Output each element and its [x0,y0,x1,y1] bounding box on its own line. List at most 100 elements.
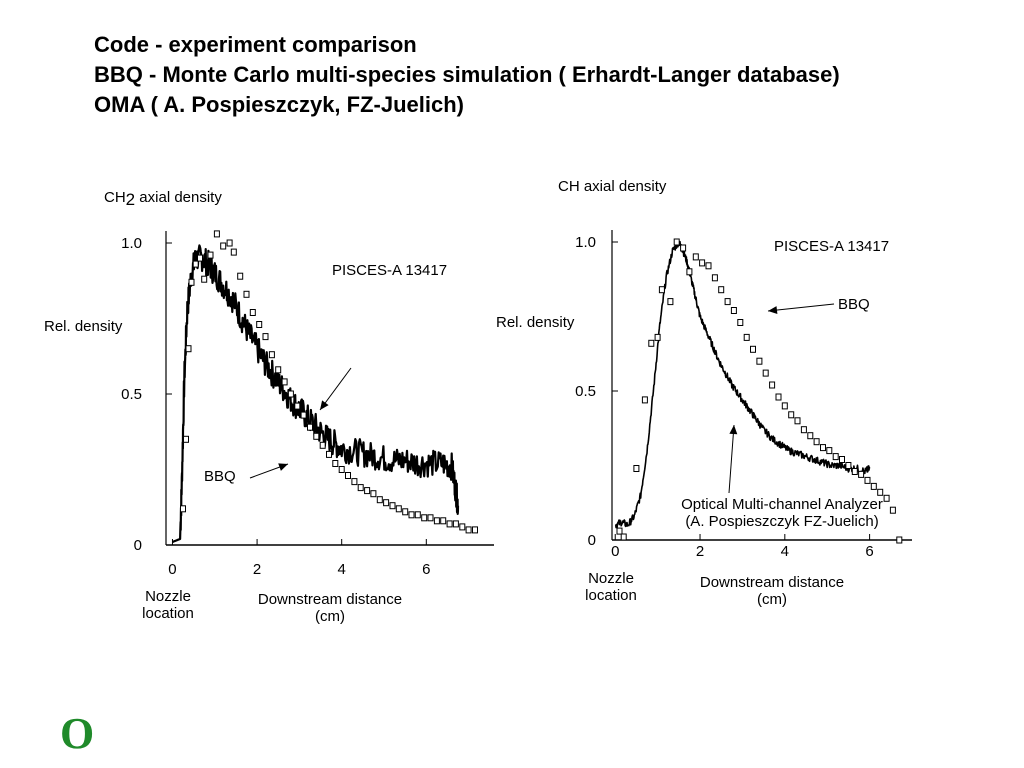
left-title-main: CH [104,189,126,206]
right-bbq-point [667,298,674,306]
left-x-tick-label: 4 [338,561,346,578]
left-bbq-point [319,441,326,449]
left-bbq-point [402,508,409,516]
left-bbq-point [364,487,371,495]
left-bbq-point [465,526,472,534]
right-bbq-point [839,456,845,463]
right-bbq-point [807,432,814,440]
left-y-tick-label: 0.5 [121,386,142,403]
left-bbq-point [294,402,301,410]
left-bbq-point [433,517,440,525]
right-measured-line [614,240,871,529]
right-bbq-point [616,527,623,535]
left-bbq-point [326,450,332,458]
left-bbq-point [427,514,434,522]
left-nozzle-label: Nozzle location [128,588,208,622]
right-oma-line1: Optical Multi-channel Analyzer [681,496,883,513]
right-bbq-point [788,411,795,419]
right-bbq-arrow-head [768,306,778,314]
left-bbq-point [281,378,288,386]
left-bbq-point [183,435,189,443]
left-ylabel: Rel. density [44,318,123,335]
right-bbq-point [641,396,648,404]
left-xlabel-line1: Downstream distance [257,591,403,608]
left-bbq-point [300,411,307,419]
right-bbq-point [711,274,718,282]
left-bbq-point [332,460,339,467]
left-measured-arrow-head [320,400,329,410]
left-nozzle-line1: Nozzle [145,588,191,605]
right-nozzle-label: Nozzle location [571,570,651,604]
right-bbq-point [896,536,903,544]
right-bbq-point [620,533,627,541]
left-bbq-point [197,254,203,262]
left-bbq-point [207,251,214,259]
right-bbq-arrow [767,303,835,312]
left-nozzle-line2: location [142,605,194,622]
right-nozzle-line1: Nozzle [588,570,634,587]
right-y-tick-label: 0 [588,532,596,549]
left-bbq-point [370,490,377,498]
left-x-tick-label: 0 [168,561,176,578]
left-bbq-point [243,290,250,298]
left-bbq-point [459,523,466,531]
title-line-1: Code - experiment comparison [94,32,417,57]
right-x-tick-label: 4 [781,543,789,560]
slide-title: Code - experiment comparison BBQ - Monte… [94,30,840,120]
left-bbq-point [472,526,478,534]
right-bbq-point [781,402,788,410]
right-bbq-point [750,345,756,353]
title-line-3: OMA ( A. Pospieszczyk, FZ-Juelich) [94,92,464,117]
left-bbq-point [268,351,275,359]
left-bbq-point [307,423,313,431]
left-chart-title: CH2 axial density [104,187,222,209]
right-bbq-point [686,268,693,276]
right-bbq-point [762,369,769,377]
right-bbq-point [730,307,737,314]
right-bbq-point [813,438,820,446]
right-bbq-point [705,262,712,270]
left-bbq-point [345,472,351,479]
right-bbq-point [692,253,699,261]
right-bbq-point [769,381,776,389]
left-bbq-point [313,432,320,440]
right-x-tick-label: 0 [611,543,619,560]
right-oma-line2: (A. Pospieszczyk FZ-Juelich) [685,513,879,530]
left-x-tick-label: 2 [253,561,261,578]
left-bbq-point [357,484,364,492]
left-bbq-point [192,260,199,268]
left-bbq-point [421,514,428,522]
right-bbq-point [737,319,744,326]
left-bbq-point [180,505,186,513]
right-bbq-point [699,259,706,267]
left-bbq-point [185,345,192,353]
logo-o: O [60,709,95,758]
right-oma-arrow [728,424,735,494]
left-bbq-arrow-head [278,463,288,471]
left-xlabel: Downstream distance (cm) [230,591,430,625]
right-bbq-point [877,488,884,496]
right-bbq-point [724,298,731,306]
right-xlabel-line2: (cm) [757,591,787,608]
left-bbq-point [249,309,256,316]
left-bbq-point [452,520,459,528]
right-xlabel: Downstream distance (cm) [672,574,872,608]
right-bbq-point [864,476,871,484]
left-bbq-point [389,502,396,510]
left-shot-label: PISCES-A 13417 [332,262,448,279]
right-bbq-point [889,506,896,514]
right-bbq-label: BBQ [838,296,870,313]
left-bbq-point [237,272,244,280]
left-bbq-point [383,499,390,507]
left-bbq-point [446,520,453,528]
right-bbq-point [673,238,680,246]
right-oma-arrow-head [729,425,738,435]
left-bbq-point [262,333,269,341]
right-xlabel-line1: Downstream distance [699,574,845,591]
right-bbq-point [633,465,640,472]
left-bbq-point [414,511,421,519]
left-bbq-point [230,248,237,256]
left-bbq-point [220,242,227,250]
left-bbq-label: BBQ [204,468,236,485]
right-oma-label: Optical Multi-channel Analyzer (A. Pospi… [652,496,912,530]
